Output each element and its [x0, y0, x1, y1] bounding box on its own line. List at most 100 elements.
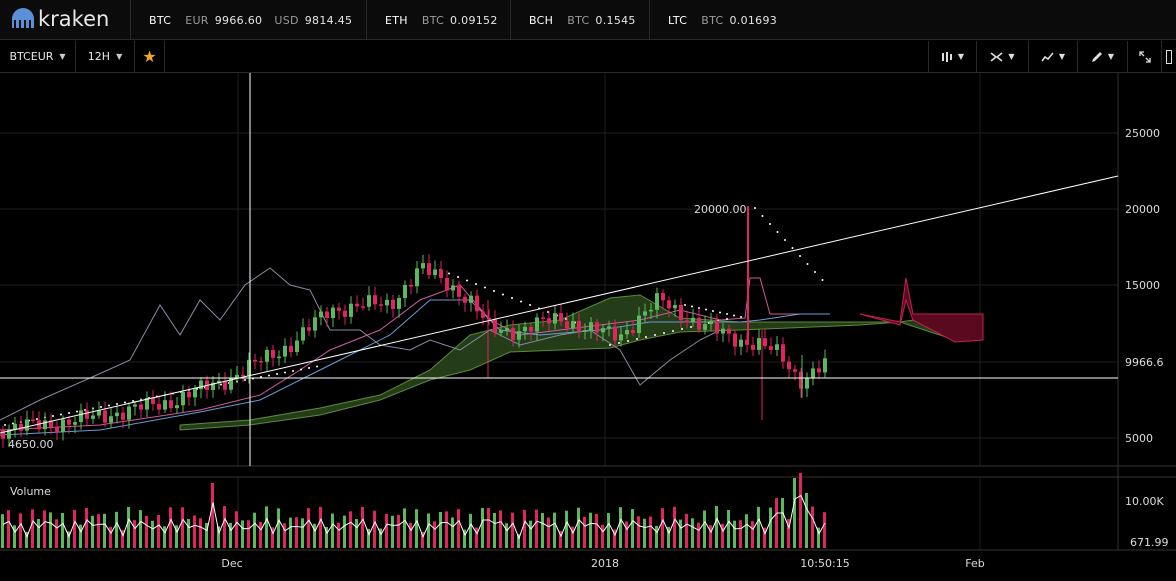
- candle-body: [187, 392, 191, 398]
- volume-bar: [427, 513, 430, 548]
- candle-body: [793, 369, 797, 372]
- volume-bar: [163, 526, 166, 548]
- candle-body: [199, 380, 203, 390]
- volume-bar: [433, 521, 436, 548]
- volume-bar: [295, 517, 298, 548]
- volume-bar: [187, 518, 190, 548]
- candle-body: [601, 328, 605, 333]
- candle-body: [763, 338, 767, 347]
- low-label: 4650.00: [8, 438, 54, 451]
- candle-type-button[interactable]: ▼: [928, 41, 976, 72]
- candle-body: [13, 423, 17, 430]
- volume-bar: [379, 528, 382, 548]
- trend-line[interactable]: [0, 175, 1119, 434]
- candle-body: [175, 405, 179, 409]
- volume-bar: [619, 507, 622, 548]
- candle-body: [577, 321, 581, 332]
- indicators-icon: [990, 51, 1003, 62]
- volume-bar: [109, 526, 112, 548]
- candle-body: [637, 315, 641, 334]
- volume-bar: [739, 520, 742, 548]
- volume-bar: [7, 510, 10, 548]
- volume-bar: [139, 510, 142, 548]
- ticker-value: 0.01693: [729, 13, 778, 27]
- volume-bar: [127, 506, 130, 548]
- fullscreen-button[interactable]: [1127, 41, 1161, 72]
- candle-body: [703, 324, 707, 330]
- volume-bar: [757, 506, 760, 548]
- ticker-bch[interactable]: BCH BTC 0.1545: [510, 0, 649, 40]
- candle-body: [343, 310, 347, 317]
- grid: [0, 73, 1176, 551]
- volume-bar: [55, 519, 58, 548]
- indicators-button[interactable]: ▼: [976, 41, 1028, 72]
- candle-body: [31, 419, 35, 421]
- volume-bar: [367, 528, 370, 548]
- candle-body: [745, 339, 749, 345]
- candle-body: [673, 305, 677, 309]
- volume-bar: [505, 523, 508, 548]
- volume-bar: [37, 519, 40, 548]
- candle-body: [103, 410, 107, 423]
- candle-body: [109, 416, 113, 423]
- kraken-logo[interactable]: kraken: [10, 6, 109, 32]
- volume-bar: [625, 521, 628, 548]
- volume-bar: [655, 525, 658, 548]
- candle-body: [607, 326, 611, 329]
- volume-bar: [607, 513, 610, 548]
- ticker-ltc[interactable]: LTC BTC 0.01693: [649, 0, 789, 40]
- volume-bar: [547, 517, 550, 548]
- draw-button[interactable]: ▼: [1077, 41, 1127, 72]
- volume-bar: [793, 478, 796, 548]
- candle-body: [85, 410, 89, 419]
- candle-body: [421, 263, 425, 269]
- candle-body: [457, 285, 461, 297]
- volume-bar: [727, 510, 730, 548]
- volume-bar: [439, 511, 442, 548]
- candle-body: [811, 368, 815, 378]
- interval-selector[interactable]: 12H ▼: [76, 41, 135, 72]
- volume-bar: [679, 519, 682, 548]
- candle-body: [541, 317, 545, 319]
- candle-body: [571, 321, 575, 329]
- volume-bar: [811, 506, 814, 548]
- candle-body: [349, 303, 353, 317]
- candle-body: [391, 299, 395, 309]
- panel-toggle[interactable]: [1161, 41, 1176, 72]
- favorite-button[interactable]: ★: [135, 41, 165, 72]
- ticker-value: 0.1545: [595, 13, 636, 27]
- pair-selector[interactable]: BTCEUR ▼: [0, 41, 76, 72]
- draw-icon: [1091, 51, 1102, 62]
- volume-bar: [67, 531, 70, 548]
- price-tick: 15000: [1125, 279, 1160, 292]
- ticker-value: 0.09152: [450, 13, 498, 27]
- volume-bar: [397, 514, 400, 548]
- candle-body: [211, 382, 215, 390]
- volume-bar: [241, 520, 244, 548]
- time-tick: Feb: [965, 557, 984, 570]
- candle-body: [145, 398, 149, 410]
- candle-body: [133, 404, 137, 407]
- ticker-btc[interactable]: BTC EUR 9966.60 USD 9814.45: [130, 0, 366, 40]
- candle-body: [679, 305, 683, 321]
- price-chart[interactable]: 20000.00 4650.00 25000 20000 15000 9966.6 5000…: [0, 73, 1176, 581]
- ticker-eth[interactable]: ETH BTC 0.09152: [366, 0, 510, 40]
- candle-body: [511, 328, 515, 340]
- volume-bar: [415, 509, 418, 548]
- volume-bar: [763, 527, 766, 548]
- volume-bar: [553, 512, 556, 548]
- volume-bar: [301, 518, 304, 548]
- candle-body: [445, 278, 449, 291]
- compare-button[interactable]: ▼: [1028, 41, 1077, 72]
- volume-bar: [823, 512, 826, 548]
- volume-bar: [361, 506, 364, 548]
- candle-body: [451, 285, 455, 291]
- candle-body: [469, 295, 473, 303]
- logo-text: kraken: [38, 7, 110, 31]
- candle-body: [493, 319, 497, 333]
- ticker-symbol: LTC: [668, 13, 688, 27]
- candle-body: [289, 345, 293, 352]
- volume-bar: [643, 518, 646, 548]
- volume-bar: [373, 510, 376, 548]
- volume-bar: [283, 523, 286, 548]
